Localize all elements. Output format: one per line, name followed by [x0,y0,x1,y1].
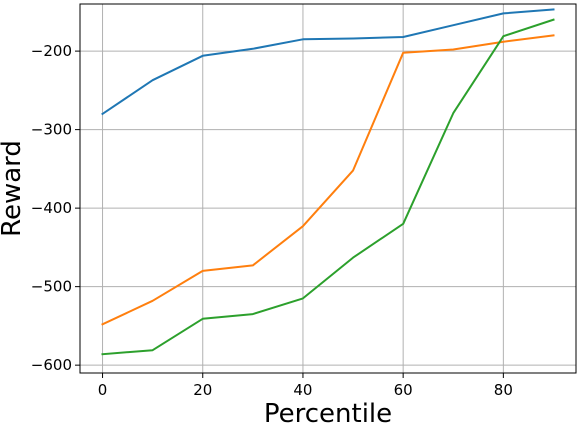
series-lines [101,8,555,356]
x-tick-label: 0 [98,381,108,399]
y-tick-label: −500 [31,278,72,296]
x-axis-label: Percentile [264,399,392,426]
plot-frame [79,3,577,374]
y-tick-label: −600 [31,356,72,374]
y-tick-label: −400 [31,199,72,217]
y-tick-label: −200 [31,42,72,60]
x-tick-label: 80 [494,381,513,399]
x-tick-label: 60 [394,381,413,399]
series-line-2 [101,34,555,326]
ticks: 0 20 40 60 80 −600 −500 −400 −300 −200 [31,42,513,399]
series-line-3 [101,18,555,356]
y-axis-label: Reward [0,140,27,237]
grid [80,4,576,373]
x-tick-label: 20 [193,381,212,399]
y-tick-label: −300 [31,121,72,139]
series-line-1 [101,8,555,116]
x-tick-label: 40 [293,381,312,399]
